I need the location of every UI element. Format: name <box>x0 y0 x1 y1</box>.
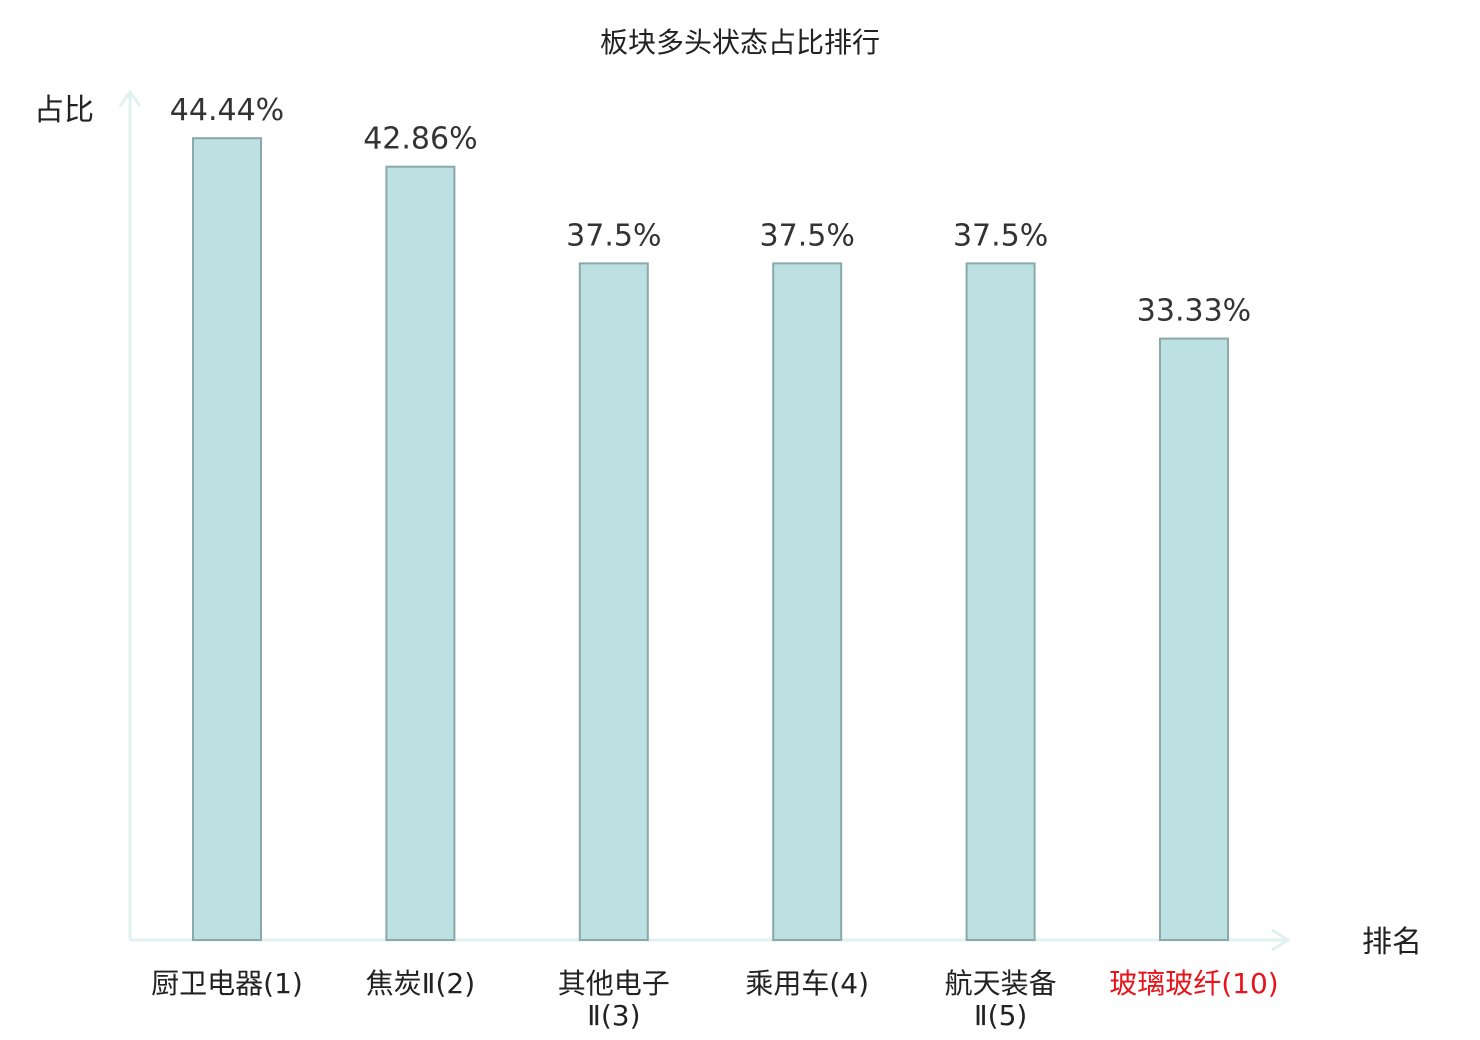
bar <box>965 262 1036 941</box>
y-axis <box>118 89 142 940</box>
chart-title: 板块多头状态占比排行 <box>600 26 880 59</box>
bar <box>192 137 262 941</box>
value-labels: 44.44% 42.86% 37.5% 37.5% 37.5% 33.33% <box>170 93 1251 328</box>
bar <box>385 165 456 941</box>
x-axis-label: 排名 <box>1362 925 1422 960</box>
category-label: 航天装备 <box>945 967 1057 1000</box>
category-label: 乘用车(4) <box>745 967 869 1000</box>
value-label: 37.5% <box>760 218 855 253</box>
value-label: 44.44% <box>170 93 284 128</box>
value-label: 37.5% <box>953 218 1048 253</box>
bar <box>578 262 649 941</box>
category-label: 其他电子 <box>558 967 670 1000</box>
bar <box>1159 337 1229 942</box>
bars <box>192 137 1229 942</box>
category-label: Ⅱ(5) <box>974 999 1027 1032</box>
x-axis <box>130 928 1291 952</box>
category-label: 厨卫电器(1) <box>151 967 303 1000</box>
bar <box>772 262 843 941</box>
category-label: Ⅱ(3) <box>587 999 640 1032</box>
category-label: 焦炭Ⅱ(2) <box>366 967 475 1000</box>
category-label: 玻璃玻纤(10) <box>1109 967 1278 1000</box>
value-label: 37.5% <box>566 218 661 253</box>
value-label: 42.86% <box>363 122 477 157</box>
value-label: 33.33% <box>1137 294 1251 329</box>
y-axis-label: 占比 <box>34 93 94 128</box>
